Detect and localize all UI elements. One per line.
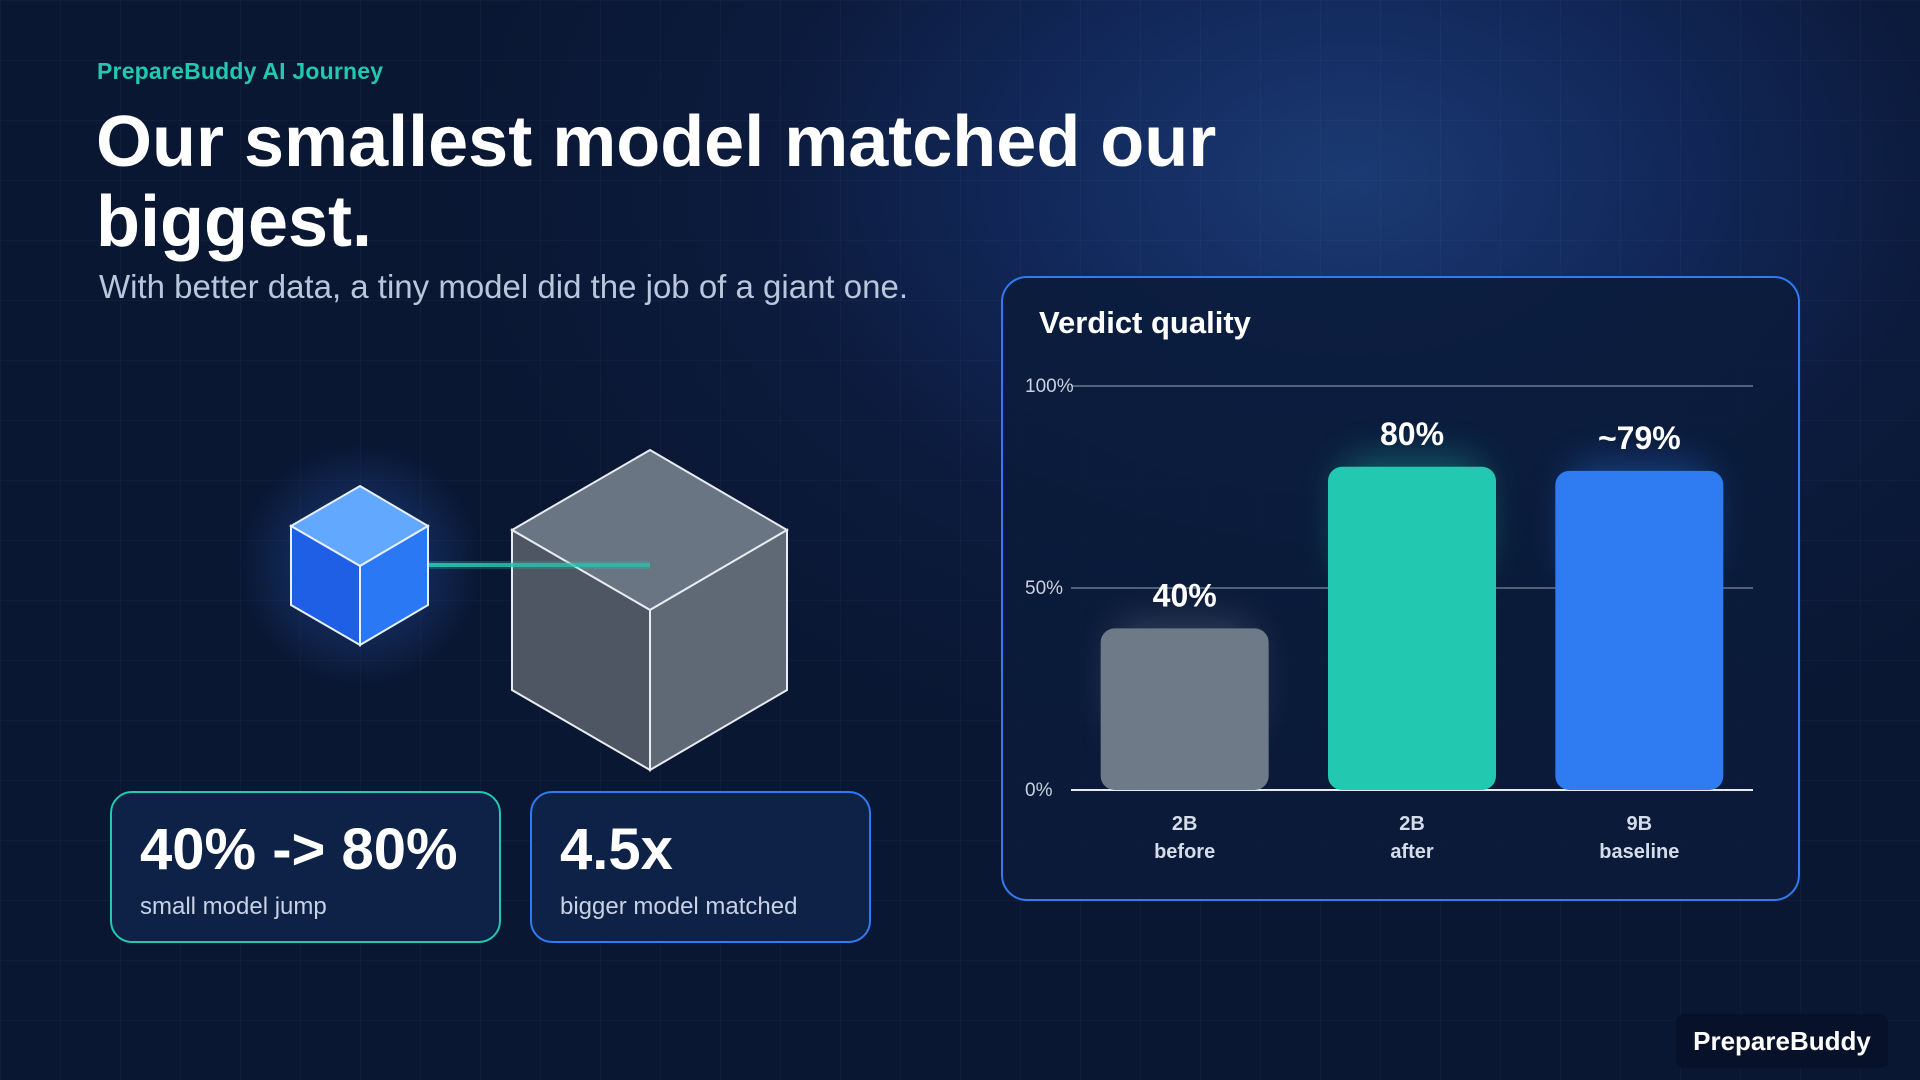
x-tick-label: 2B <box>1172 813 1198 835</box>
y-tick-label: 100% <box>1025 376 1074 397</box>
x-tick-label: 2B <box>1399 813 1425 835</box>
chart-title: Verdict quality <box>1039 305 1252 340</box>
stat-value: 4.5x <box>560 817 673 882</box>
connection-beam <box>360 561 650 569</box>
stat-label: bigger model matched <box>560 893 798 920</box>
data-label: 80% <box>1380 416 1444 452</box>
y-tick-label: 50% <box>1025 578 1063 599</box>
small-cube-icon <box>289 484 430 647</box>
kicker: PrepareBuddy AI Journey <box>97 58 384 84</box>
page-subtitle: With better data, a tiny model did the j… <box>99 268 908 305</box>
stat-value: 40% -> 80% <box>140 817 458 882</box>
page-title: Our smallest model matched our biggest. <box>96 102 1217 262</box>
y-tick-label: 0% <box>1025 780 1053 801</box>
data-label: 40% <box>1153 577 1217 613</box>
stat-label: small model jump <box>140 893 327 920</box>
brand-logo: PrepareBuddy <box>1676 1014 1888 1068</box>
stat-card-matched: 4.5x bigger model matched <box>530 791 871 943</box>
x-tick-sublabel: before <box>1154 841 1215 863</box>
cube-illustration <box>240 445 789 772</box>
x-tick-sublabel: after <box>1390 841 1434 863</box>
bar-chart: Verdict quality 0% 50% 100% 40% 2B before 80% 2… <box>1025 305 1753 863</box>
chart-card: Verdict quality 0% 50% 100% 40% 2B before 80% 2… <box>1001 276 1800 901</box>
x-tick-sublabel: baseline <box>1599 841 1679 863</box>
bar <box>1328 466 1496 790</box>
big-cube-icon <box>510 448 789 772</box>
stat-card-jump: 40% -> 80% small model jump <box>110 791 501 943</box>
data-label: ~79% <box>1598 420 1681 456</box>
x-tick-label: 9B <box>1627 813 1653 835</box>
bar <box>1555 470 1724 790</box>
bar <box>1100 628 1269 790</box>
